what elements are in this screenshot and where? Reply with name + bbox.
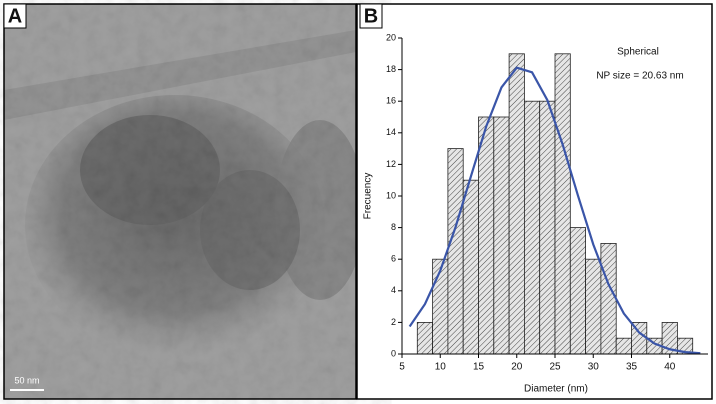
bar bbox=[508, 53, 525, 355]
y-tick-label: 18 bbox=[386, 64, 396, 74]
bar bbox=[554, 53, 571, 355]
scale-bar-label: 50 nm bbox=[14, 375, 39, 385]
y-tick-label: 20 bbox=[386, 32, 396, 42]
fit-curve bbox=[408, 66, 701, 355]
tem-image bbox=[3, 3, 365, 400]
bar bbox=[432, 258, 449, 355]
bar bbox=[615, 337, 632, 355]
bar bbox=[600, 242, 617, 355]
bar bbox=[539, 100, 556, 355]
bar bbox=[569, 227, 586, 355]
y-tick-label: 2 bbox=[391, 317, 396, 327]
bar bbox=[493, 116, 510, 355]
bar bbox=[416, 321, 433, 355]
x-axis-label: Diameter (nm) bbox=[524, 384, 588, 395]
y-tick-label: 4 bbox=[391, 285, 396, 295]
y-tick-label: 8 bbox=[391, 222, 396, 232]
panel-label: A bbox=[8, 5, 22, 27]
y-tick-label: 14 bbox=[386, 127, 396, 137]
bar bbox=[585, 258, 602, 355]
panel-label-box bbox=[359, 3, 383, 29]
y-tick-label: 6 bbox=[391, 254, 396, 264]
annotation: Spherical bbox=[617, 47, 659, 58]
bar bbox=[462, 179, 479, 355]
bar bbox=[478, 116, 495, 355]
y-tick-label: 10 bbox=[386, 190, 396, 200]
x-tick-label: 30 bbox=[588, 362, 600, 373]
annotation: NP size = 20.63 nm bbox=[596, 71, 683, 82]
panel-label-box bbox=[3, 3, 27, 29]
x-tick-label: 5 bbox=[399, 362, 405, 373]
x-tick-label: 10 bbox=[435, 362, 447, 373]
bar bbox=[524, 100, 541, 355]
x-tick-label: 20 bbox=[511, 362, 523, 373]
x-tick-label: 35 bbox=[626, 362, 638, 373]
y-tick-label: 12 bbox=[386, 159, 396, 169]
x-tick-label: 15 bbox=[473, 362, 485, 373]
bar bbox=[447, 148, 464, 355]
panel-label: B bbox=[364, 5, 378, 27]
x-tick-label: 25 bbox=[549, 362, 561, 373]
y-axis-label: Frecuency bbox=[363, 173, 374, 220]
y-tick-label: 0 bbox=[391, 348, 396, 358]
y-tick-label: 16 bbox=[386, 96, 396, 106]
x-tick-label: 40 bbox=[664, 362, 676, 373]
